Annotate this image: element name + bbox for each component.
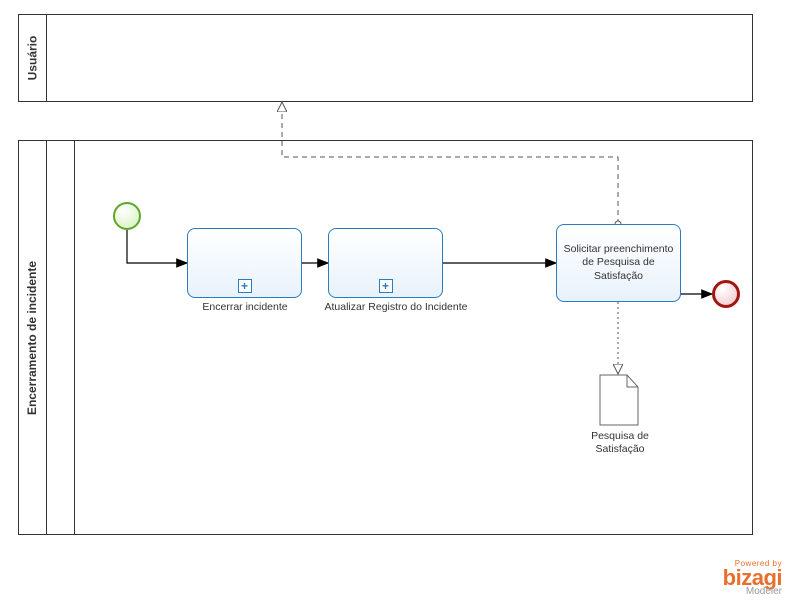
subprocess-marker-icon: + bbox=[379, 279, 393, 293]
task-solicitar-pesquisa: Solicitar preenchimento de Pesquisa de S… bbox=[556, 224, 681, 302]
task-caption-atualizar: Atualizar Registro do Incidente bbox=[316, 301, 476, 313]
task-label: Encerrar incidente bbox=[202, 301, 287, 313]
task-encerrar-incidente: + bbox=[187, 228, 302, 298]
pool-label-text: Encerramento de incidente bbox=[26, 260, 40, 414]
end-event bbox=[712, 280, 740, 308]
branding-footer: Powered by bizagi Modeler bbox=[723, 559, 782, 597]
subprocess-marker-icon: + bbox=[238, 279, 252, 293]
pool-usuario: Usuário bbox=[18, 14, 753, 102]
data-object-label: Pesquisa de Satisfação bbox=[591, 430, 649, 455]
pool-label-text: Usuário bbox=[26, 36, 40, 81]
start-event bbox=[113, 202, 141, 230]
pool-encerramento: Encerramento de incidente bbox=[18, 140, 753, 535]
pool-label-encerramento: Encerramento de incidente bbox=[19, 141, 47, 534]
task-caption-encerrar: Encerrar incidente bbox=[175, 301, 315, 313]
task-label: Solicitar preenchimento de Pesquisa de S… bbox=[561, 243, 676, 284]
lane-divider bbox=[47, 141, 75, 534]
data-object-caption: Pesquisa de Satisfação bbox=[580, 430, 660, 455]
data-object-pesquisa bbox=[599, 374, 639, 426]
pool-label-usuario: Usuário bbox=[19, 15, 47, 101]
task-atualizar-registro: + bbox=[328, 228, 443, 298]
task-label: Atualizar Registro do Incidente bbox=[325, 301, 468, 313]
